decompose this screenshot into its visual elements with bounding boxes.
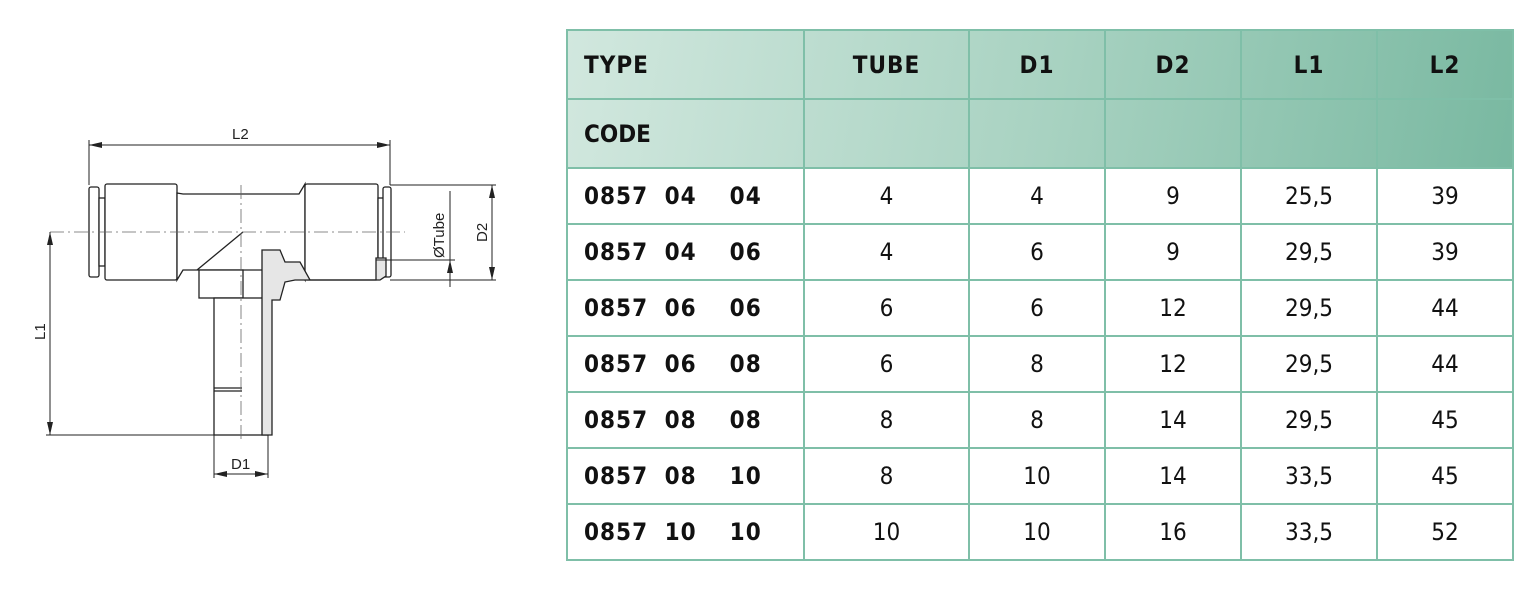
- cell-d2: 9: [1104, 223, 1242, 281]
- cell-tube: 6: [803, 335, 970, 393]
- header-l2: L2: [1376, 29, 1514, 100]
- cell-tube: 10: [803, 503, 970, 561]
- dim-d2-label: D2: [474, 223, 491, 242]
- cell-d1: 10: [968, 447, 1106, 505]
- cell-l2: 39: [1376, 223, 1514, 281]
- cell-code: 0857 04 04: [566, 167, 805, 225]
- cell-l1: 29,5: [1240, 391, 1378, 449]
- dim-l1-label: L1: [32, 323, 49, 340]
- cell-d2: 9: [1104, 167, 1242, 225]
- table-row: 0857 08 08 8 8 14 29,5 45: [566, 391, 1514, 449]
- cell-l1: 25,5: [1240, 167, 1378, 225]
- cell-code: 0857 08 08: [566, 391, 805, 449]
- header-code: CODE: [566, 98, 805, 169]
- cell-l1: 29,5: [1240, 223, 1378, 281]
- cell-d2: 14: [1104, 391, 1242, 449]
- header-l1: L1: [1240, 29, 1378, 100]
- tee-fitting-drawing: L2 L1 D1 D2 ØTube: [32, 126, 496, 478]
- cell-d1: 4: [968, 167, 1106, 225]
- cell-tube: 4: [803, 167, 970, 225]
- cell-l1: 29,5: [1240, 335, 1378, 393]
- cell-tube: 8: [803, 391, 970, 449]
- cell-l1: 29,5: [1240, 279, 1378, 337]
- header-d2: D2: [1104, 29, 1242, 100]
- dim-l2-label: L2: [232, 126, 249, 143]
- header-d1: D1: [968, 29, 1106, 100]
- code-header-row: CODE: [566, 98, 1514, 169]
- cell-d1: 6: [968, 279, 1106, 337]
- cell-tube: 8: [803, 447, 970, 505]
- cell-d2: 16: [1104, 503, 1242, 561]
- cell-l2: 44: [1376, 279, 1514, 337]
- cell-code: 0857 04 06: [566, 223, 805, 281]
- spec-table: TYPE TUBE D1 D2 L1 L2 CODE 0857 04 04 4 4 9…: [566, 29, 1514, 561]
- cell-l2: 39: [1376, 167, 1514, 225]
- cell-code: 0857 06 08: [566, 335, 805, 393]
- cell-l2: 52: [1376, 503, 1514, 561]
- cell-d2: 12: [1104, 279, 1242, 337]
- table-row: 0857 06 08 6 8 12 29,5 44: [566, 335, 1514, 393]
- dim-d1-label: D1: [231, 456, 250, 473]
- cell-code: 0857 08 10: [566, 447, 805, 505]
- cell-l2: 45: [1376, 447, 1514, 505]
- cell-tube: 4: [803, 223, 970, 281]
- section-cut: [261, 249, 387, 436]
- cell-d2: 14: [1104, 447, 1242, 505]
- table-row: 0857 06 06 6 6 12 29,5 44: [566, 279, 1514, 337]
- cell-d1: 10: [968, 503, 1106, 561]
- cell-l2: 44: [1376, 335, 1514, 393]
- table-row: 0857 10 10 10 10 16 33,5 52: [566, 503, 1514, 561]
- table-row: 0857 04 06 4 6 9 29,5 39: [566, 223, 1514, 281]
- cell-d1: 8: [968, 335, 1106, 393]
- header-type: TYPE: [566, 29, 805, 100]
- cell-l1: 33,5: [1240, 503, 1378, 561]
- cell-code: 0857 06 06: [566, 279, 805, 337]
- cell-d2: 12: [1104, 335, 1242, 393]
- table-row: 0857 08 10 8 10 14 33,5 45: [566, 447, 1514, 505]
- header-row: TYPE TUBE D1 D2 L1 L2: [566, 29, 1514, 100]
- cell-tube: 6: [803, 279, 970, 337]
- dim-tube-label: ØTube: [431, 213, 448, 258]
- cell-d1: 8: [968, 391, 1106, 449]
- cell-l1: 33,5: [1240, 447, 1378, 505]
- cell-l2: 45: [1376, 391, 1514, 449]
- table-row: 0857 04 04 4 4 9 25,5 39: [566, 167, 1514, 225]
- cell-code: 0857 10 10: [566, 503, 805, 561]
- cell-d1: 6: [968, 223, 1106, 281]
- header-tube: TUBE: [803, 29, 970, 100]
- stem-base: [198, 269, 244, 299]
